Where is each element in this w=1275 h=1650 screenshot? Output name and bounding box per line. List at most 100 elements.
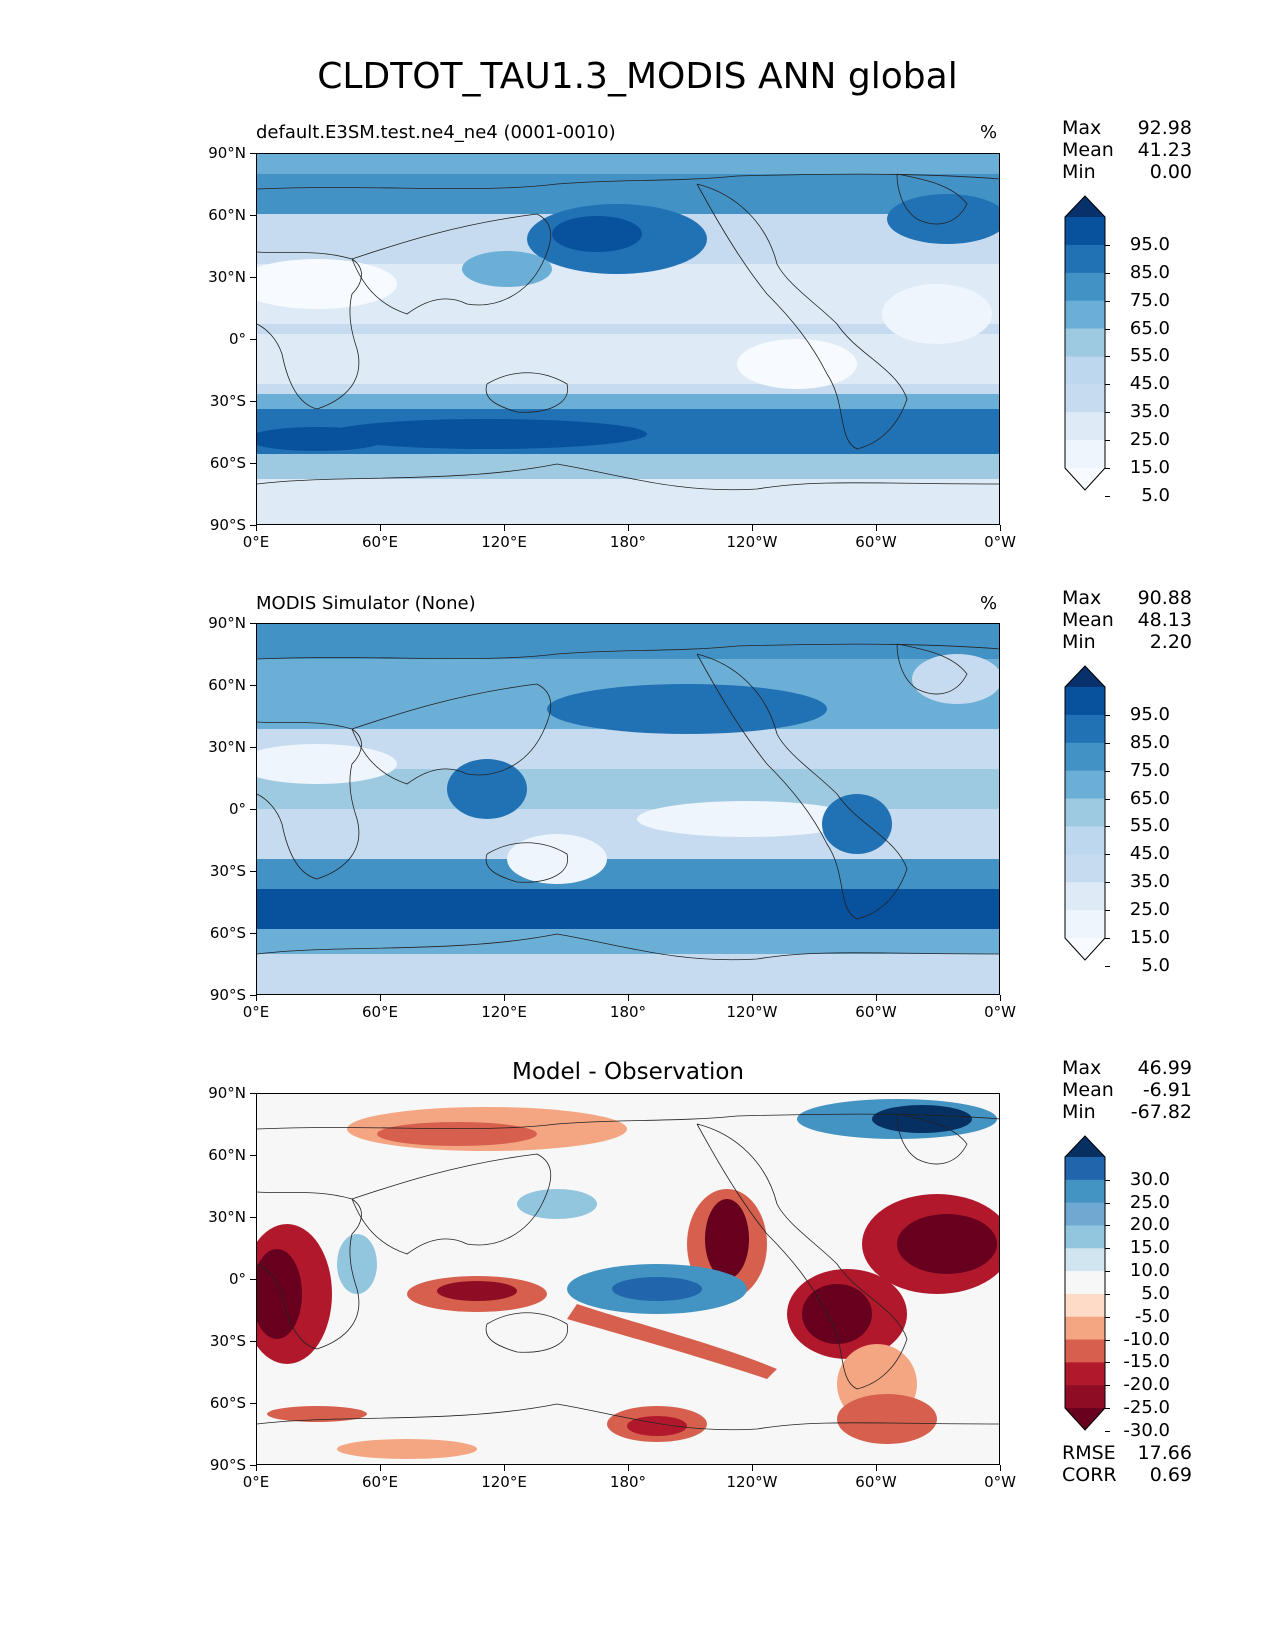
lat-tick-mark (250, 933, 256, 934)
lon-tick-label: 120°E (481, 1473, 527, 1491)
lon-tick-label: 0°E (242, 1473, 270, 1491)
stat-label: Max (1062, 117, 1102, 139)
panel-title-test: default.E3SM.test.ne4_ne4 (0001-0010) (256, 122, 616, 143)
panel-title-reference: MODIS Simulator (None) (256, 593, 476, 614)
colorbar-tick-mark (1105, 1316, 1110, 1318)
colorbar-tick-label: 65.0 (1129, 787, 1170, 809)
lon-tick-mark (1000, 525, 1001, 531)
lat-tick-label: 0° (228, 800, 246, 818)
lat-tick-mark (250, 401, 256, 402)
lon-tick-mark (380, 525, 381, 531)
lat-tick-label: 60°S (209, 924, 246, 942)
lat-tick-label: 30°N (208, 1208, 246, 1226)
stats-diff: Max 46.99 Mean -6.91 Min -67.82 (1062, 1057, 1192, 1123)
lon-tick-label: 0°E (242, 533, 270, 551)
lon-tick-label: 120°E (481, 1003, 527, 1021)
stat-label: Mean (1062, 1079, 1114, 1101)
lon-tick-label: 180° (609, 1003, 647, 1021)
colorbar-tick-mark (1105, 1202, 1110, 1204)
panel-units-reference: % (980, 593, 998, 614)
colorbar-segment (1065, 1225, 1105, 1249)
lat-tick-label: 0° (228, 1270, 246, 1288)
lat-tick-label: 90°S (209, 986, 246, 1004)
lat-tick-label: 30°N (208, 738, 246, 756)
colorbar-segment (1065, 826, 1105, 855)
colorbar-extend-top (1065, 1136, 1105, 1157)
colorbar-tick-label: 5.0 (1141, 954, 1170, 976)
colorbar-tick-label: 75.0 (1129, 289, 1170, 311)
colorbar-extend-top (1065, 666, 1105, 687)
colorbar-diff (1064, 1135, 1106, 1431)
colorbar-tick-label: 15.0 (1129, 1237, 1170, 1259)
lat-tick-mark (250, 1155, 256, 1156)
colorbar-tick-mark (1105, 1362, 1110, 1364)
stat-label: Min (1062, 161, 1096, 183)
lon-tick-label: 120°W (726, 1003, 778, 1021)
colorbar-tick-label: 85.0 (1129, 731, 1170, 753)
lon-tick-label: 0°W (984, 1473, 1016, 1491)
colorbar-segment (1065, 1362, 1105, 1386)
lat-tick-label: 60°N (208, 1146, 246, 1164)
lon-tick-mark (380, 1465, 381, 1471)
lon-tick-mark (256, 995, 257, 1001)
colorbar-segment (1065, 1248, 1105, 1272)
colorbar-segment (1065, 1157, 1105, 1181)
colorbar-tick-mark (1105, 1339, 1110, 1341)
lon-tick-label: 0°W (984, 533, 1016, 551)
lon-tick-label: 0°W (984, 1003, 1016, 1021)
lon-tick-label: 60°W (855, 533, 897, 551)
lon-tick-mark (628, 525, 629, 531)
lat-tick-label: 60°N (208, 206, 246, 224)
colorbar-extend-bottom (1065, 1408, 1105, 1430)
lat-tick-mark (250, 1217, 256, 1218)
colorbar-tick-mark (1105, 356, 1110, 358)
lat-tick-label: 60°S (209, 454, 246, 472)
panel-units-test: % (980, 122, 998, 143)
colorbar-tick-mark (1105, 770, 1110, 772)
colorbar-segment (1065, 687, 1105, 716)
lon-tick-label: 60°E (361, 533, 399, 551)
colorbar-segment (1065, 412, 1105, 441)
stat-row: Max 46.99 (1062, 1057, 1192, 1079)
colorbar-tick-mark (1105, 826, 1110, 828)
lon-tick-mark (876, 1465, 877, 1471)
lon-tick-mark (752, 995, 753, 1001)
lat-tick-label: 30°S (209, 392, 246, 410)
stat-label: Max (1062, 1057, 1102, 1079)
lat-tick-mark (250, 747, 256, 748)
lon-tick-mark (1000, 995, 1001, 1001)
colorbar-tick-label: 65.0 (1129, 317, 1170, 339)
colorbar-tick-mark (1105, 965, 1110, 967)
colorbar-segment (1065, 1385, 1105, 1409)
colorbar-tick-label: 35.0 (1129, 871, 1170, 893)
stat-row: Min 2.20 (1062, 631, 1192, 653)
colorbar-tick-label: 35.0 (1129, 401, 1170, 423)
lon-tick-mark (504, 1465, 505, 1471)
lat-tick-label: 30°S (209, 1332, 246, 1350)
colorbar-tick-label: 5.0 (1141, 1282, 1170, 1304)
colorbar-tick-mark (1105, 882, 1110, 884)
colorbar-tick-label: -20.0 (1123, 1374, 1170, 1396)
colorbar-tick-label: -10.0 (1123, 1328, 1170, 1350)
colorbar-extend-top (1065, 196, 1105, 217)
lat-tick-mark (250, 525, 256, 526)
stat-row: Max 92.98 (1062, 117, 1192, 139)
lon-tick-label: 60°E (361, 1003, 399, 1021)
colorbar-tick-label: 5.0 (1141, 484, 1170, 506)
stat-label: RMSE (1062, 1442, 1116, 1464)
stat-row: CORR 0.69 (1062, 1464, 1192, 1486)
colorbar-tick-mark (1105, 1293, 1110, 1295)
colorbar-segment (1065, 1202, 1105, 1226)
colorbar-tick-label: 55.0 (1129, 815, 1170, 837)
lat-tick-label: 30°S (209, 862, 246, 880)
colorbar-tick-mark (1105, 938, 1110, 939)
lon-tick-label: 60°E (361, 1473, 399, 1491)
stat-value: 0.00 (1149, 161, 1192, 183)
colorbar-tick-label: 95.0 (1129, 703, 1170, 725)
lat-tick-mark (250, 1279, 256, 1280)
colorbar-tick-mark (1105, 742, 1110, 744)
lat-tick-mark (250, 1403, 256, 1404)
colorbar-tick-mark (1105, 384, 1110, 386)
figure-title: CLDTOT_TAU1.3_MODIS ANN global (317, 56, 958, 97)
colorbar-tick-label: 85.0 (1129, 261, 1170, 283)
